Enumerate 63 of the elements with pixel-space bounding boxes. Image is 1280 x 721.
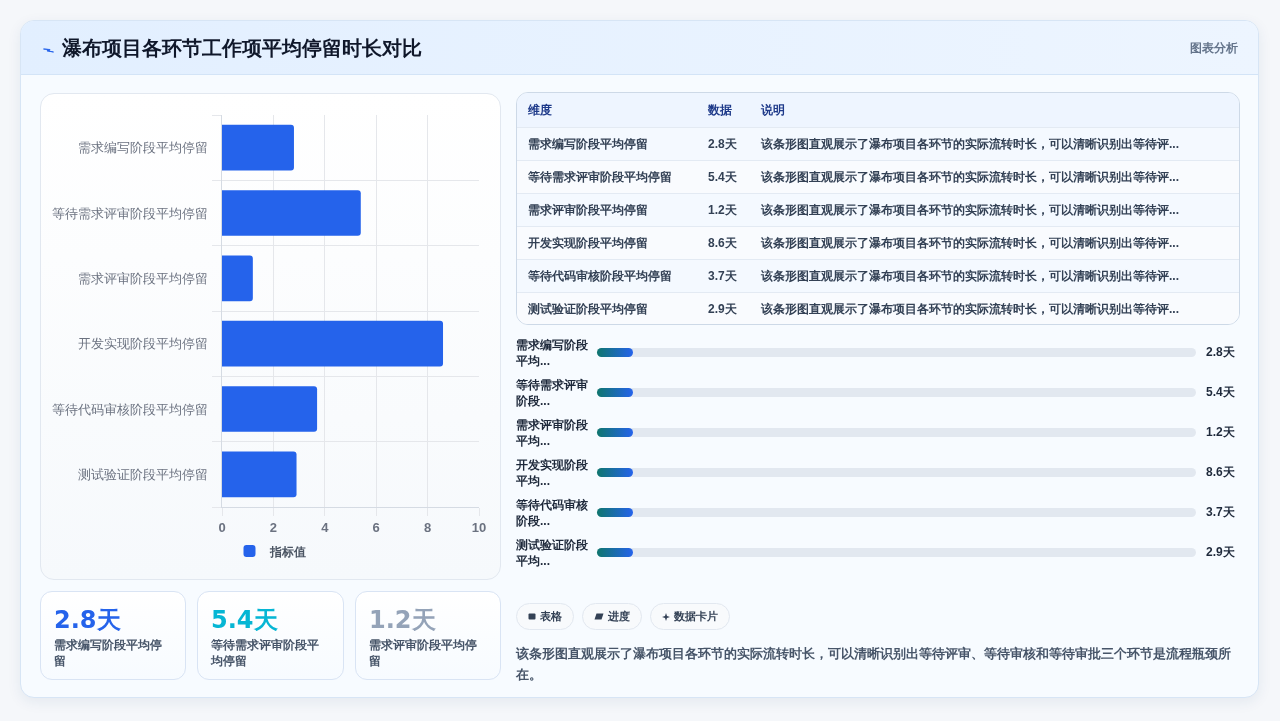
x-tick-label: 2 bbox=[269, 519, 278, 535]
bar bbox=[222, 255, 253, 302]
x-tick-label: 8 bbox=[423, 519, 432, 535]
category-label: 开发实现阶段平均停留 bbox=[528, 234, 649, 252]
y-tick-label: 等待代码审核阶段平均停留 bbox=[52, 401, 209, 417]
y-tick-label: 需求评审阶段平均停留 bbox=[78, 270, 209, 286]
category-label: 需求编写阶段平均停留 bbox=[528, 135, 649, 153]
text: 2.9天 bbox=[708, 301, 737, 316]
y-tick-label: 开发实现阶段平均停留 bbox=[78, 336, 209, 352]
bar bbox=[222, 320, 444, 367]
text: 数据 bbox=[708, 101, 733, 119]
text: 该条形图直观展示了瀑布项目各环节的实际流转时长，可以清晰识别出等待评... bbox=[761, 234, 1180, 252]
category-label: 需求评审阶段平均... bbox=[516, 417, 589, 449]
text: 8.6天 bbox=[708, 235, 737, 250]
text: 1.2天 bbox=[708, 202, 737, 217]
text: 1.2天 bbox=[1206, 425, 1235, 439]
category-label: 等待代码审核阶段平均停留 bbox=[528, 267, 673, 285]
category-label: 测试验证阶段平均停留 bbox=[528, 300, 649, 318]
bar bbox=[222, 190, 361, 236]
text: 进度 bbox=[608, 609, 630, 624]
x-tick-label: 6 bbox=[372, 519, 380, 535]
y-tick-label: 需求编写阶段平均停留 bbox=[78, 140, 209, 156]
text: 1.2天 bbox=[369, 606, 436, 634]
text: 该条形图直观展示了瀑布项目各环节的实际流转时长，可以清晰识别出等待评审、等待审核和等待审批三个环节是流程瓶颈所在。 bbox=[516, 645, 1232, 684]
x-tick-label: 4 bbox=[321, 519, 330, 535]
category-label: 需求评审阶段平均停留 bbox=[369, 637, 478, 669]
text: 5.4天 bbox=[1206, 385, 1235, 399]
y-tick-label: 等待需求评审阶段平均停留 bbox=[52, 205, 209, 221]
text: 5.4天 bbox=[708, 169, 737, 184]
category-label: 等待代码审核阶段... bbox=[516, 497, 589, 529]
text: 该条形图直观展示了瀑布项目各环节的实际流转时长，可以清晰识别出等待评... bbox=[761, 168, 1180, 186]
bar bbox=[222, 451, 297, 498]
text: 2.8天 bbox=[54, 606, 121, 634]
text: 该条形图直观展示了瀑布项目各环节的实际流转时长，可以清晰识别出等待评... bbox=[761, 135, 1180, 153]
text: 2.9天 bbox=[1206, 545, 1235, 559]
category-label: 需求编写阶段平均... bbox=[516, 337, 589, 369]
x-tick-label: 10 bbox=[471, 519, 487, 535]
bar bbox=[222, 124, 294, 171]
text: 3.7天 bbox=[708, 268, 737, 283]
category-label: 需求评审阶段平均停留 bbox=[528, 201, 649, 219]
bar bbox=[222, 386, 318, 432]
text: 8.6天 bbox=[1206, 465, 1235, 479]
text: 该条形图直观展示了瀑布项目各环节的实际流转时长，可以清晰识别出等待评... bbox=[761, 300, 1180, 318]
category-label: 等待需求评审阶段... bbox=[516, 377, 589, 409]
text: 2.8天 bbox=[708, 136, 737, 151]
text: 图表分析 bbox=[1190, 40, 1238, 56]
category-label: 开发实现阶段平均... bbox=[516, 457, 589, 489]
text: 5.4天 bbox=[211, 606, 278, 634]
text: 维度 bbox=[528, 101, 553, 119]
x-tick-label: 0 bbox=[218, 519, 226, 535]
text: 该条形图直观展示了瀑布项目各环节的实际流转时长，可以清晰识别出等待评... bbox=[761, 201, 1180, 219]
y-tick-label: 测试验证阶段平均停留 bbox=[78, 466, 209, 482]
chart-title: 瀑布项目各环节工作项平均停留时长对比 bbox=[62, 36, 422, 61]
category-label: 等待需求评审阶段平均停留 bbox=[528, 168, 673, 186]
text: 3.7天 bbox=[1206, 505, 1235, 519]
text: 该条形图直观展示了瀑布项目各环节的实际流转时长，可以清晰识别出等待评... bbox=[761, 267, 1180, 285]
text: 表格 bbox=[540, 609, 562, 624]
category-label: 测试验证阶段平均... bbox=[516, 537, 589, 569]
legend-label: 指标值 bbox=[268, 544, 306, 559]
category-label: 等待需求评审阶段平均停留 bbox=[211, 637, 320, 669]
text: 数据卡片 bbox=[674, 609, 718, 624]
text: 说明 bbox=[761, 101, 786, 119]
text: 2.8天 bbox=[1206, 345, 1235, 359]
